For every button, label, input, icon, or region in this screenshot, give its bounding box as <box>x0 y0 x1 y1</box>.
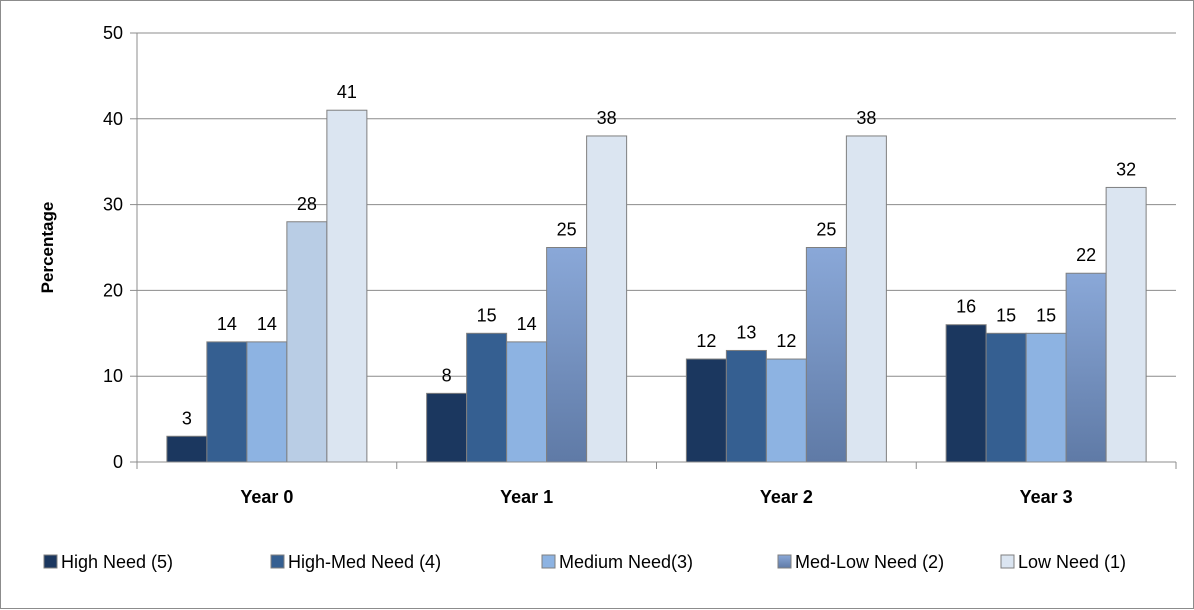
bar-low-need-1-year-0 <box>326 109 368 463</box>
legend-swatch-low-need-1 <box>1000 554 1015 569</box>
data-label: 13 <box>736 322 756 342</box>
data-label: 25 <box>557 220 577 240</box>
data-label: 38 <box>597 108 617 128</box>
y-axis-title: Percentage <box>38 202 57 294</box>
data-label: 8 <box>442 365 452 385</box>
bar-high-med-need-4-year-0 <box>206 341 248 463</box>
bar-low-need-1-year-2 <box>845 135 887 463</box>
legend-label-medium-need-3: Medium Need(3) <box>559 552 693 572</box>
data-label: 32 <box>1116 159 1136 179</box>
bar-high-med-need-4-year-1 <box>466 332 508 463</box>
bar-medium-need-3-year-3 <box>1025 332 1067 463</box>
data-label: 15 <box>477 305 497 325</box>
legend-swatch-med-low-need-2 <box>777 554 792 569</box>
bar-med-low-need-2-year-1 <box>546 247 588 463</box>
bar-med-low-need-2-year-2 <box>805 247 847 463</box>
data-label: 3 <box>182 408 192 428</box>
bar-med-low-need-2-year-0 <box>286 221 328 463</box>
y-tick-label: 10 <box>103 366 123 386</box>
bar-high-need-5-year-3 <box>945 324 987 463</box>
data-label: 25 <box>816 220 836 240</box>
data-label: 16 <box>956 297 976 317</box>
bar-high-need-5-year-1 <box>426 392 468 463</box>
legend-label-med-low-need-2: Med-Low Need (2) <box>795 552 944 572</box>
data-label: 14 <box>217 314 237 334</box>
bar-high-med-need-4-year-3 <box>985 332 1027 463</box>
data-label: 15 <box>996 305 1016 325</box>
bar-high-need-5-year-0 <box>166 435 208 463</box>
category-label-year-3: Year 3 <box>1020 487 1073 507</box>
bar-high-need-5-year-2 <box>685 358 727 463</box>
data-label: 14 <box>257 314 277 334</box>
bar-medium-need-3-year-2 <box>765 358 807 463</box>
legend-label-high-med-need-4: High-Med Need (4) <box>288 552 441 572</box>
category-label-year-1: Year 1 <box>500 487 553 507</box>
data-label: 41 <box>337 82 357 102</box>
legend-label-low-need-1: Low Need (1) <box>1018 552 1126 572</box>
y-tick-label: 20 <box>103 280 123 300</box>
data-label: 28 <box>297 194 317 214</box>
data-label: 12 <box>696 331 716 351</box>
data-label: 22 <box>1076 245 1096 265</box>
y-tick-label: 40 <box>103 109 123 129</box>
bar-low-need-1-year-3 <box>1105 186 1147 463</box>
y-tick-label: 30 <box>103 195 123 215</box>
category-label-year-0: Year 0 <box>240 487 293 507</box>
y-tick-label: 50 <box>103 23 123 43</box>
data-label: 12 <box>776 331 796 351</box>
bar-low-need-1-year-1 <box>586 135 628 463</box>
data-label: 14 <box>517 314 537 334</box>
bar-medium-need-3-year-1 <box>506 341 548 463</box>
bar-med-low-need-2-year-3 <box>1065 272 1107 463</box>
bar-high-med-need-4-year-2 <box>725 349 767 463</box>
data-label: 15 <box>1036 305 1056 325</box>
category-label-year-2: Year 2 <box>760 487 813 507</box>
bar-medium-need-3-year-0 <box>246 341 288 463</box>
legend-swatch-high-med-need-4 <box>270 554 285 569</box>
y-tick-label: 0 <box>113 452 123 472</box>
data-label: 38 <box>856 108 876 128</box>
legend-swatch-high-need-5 <box>43 554 58 569</box>
legend-swatch-medium-need-3 <box>541 554 556 569</box>
legend-label-high-need-5: High Need (5) <box>61 552 173 572</box>
